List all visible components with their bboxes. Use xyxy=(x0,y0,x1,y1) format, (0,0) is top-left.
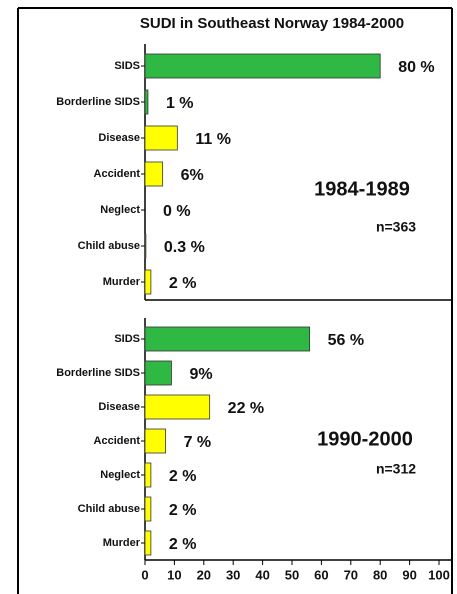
category-label: Accident xyxy=(94,168,141,180)
bar xyxy=(144,428,166,454)
bar xyxy=(144,233,147,259)
bar xyxy=(144,462,152,488)
category-label: Disease xyxy=(98,401,140,413)
value-label: 7 % xyxy=(184,434,212,451)
x-tick-label: 70 xyxy=(344,567,358,582)
value-label: 11 % xyxy=(195,131,231,148)
x-tick-label: 60 xyxy=(314,567,328,582)
x-tick-label: 100 xyxy=(428,567,450,582)
x-tick-label: 40 xyxy=(255,567,269,582)
bar xyxy=(144,125,178,151)
category-label: Child abuse xyxy=(78,240,140,252)
value-label: 9% xyxy=(189,366,212,383)
bar xyxy=(144,394,211,420)
x-tick-label: 90 xyxy=(402,567,416,582)
category-label: Disease xyxy=(98,132,140,144)
value-label: 56 % xyxy=(328,332,364,349)
annotation: n=312 xyxy=(376,461,416,477)
x-tick-label: 20 xyxy=(197,567,211,582)
category-label: Neglect xyxy=(100,204,140,216)
value-label: 22 % xyxy=(228,400,264,417)
category-label: Murder xyxy=(103,537,141,549)
value-label: 80 % xyxy=(398,59,434,76)
x-tick-label: 0 xyxy=(141,567,148,582)
value-label: 2 % xyxy=(169,536,197,553)
value-label: 6% xyxy=(181,167,204,184)
annotation: 1990-2000 xyxy=(317,428,413,450)
category-label: Accident xyxy=(94,435,141,447)
bar xyxy=(144,326,311,352)
bar xyxy=(144,89,149,115)
bar xyxy=(144,53,381,79)
value-label: 1 % xyxy=(166,95,194,112)
category-label: Child abuse xyxy=(78,503,140,515)
bar xyxy=(144,360,172,386)
annotation: 1984-1989 xyxy=(314,178,410,200)
x-tick-label: 50 xyxy=(285,567,299,582)
category-label: Murder xyxy=(103,276,141,288)
annotation: n=363 xyxy=(376,219,416,235)
value-label: 0 % xyxy=(163,203,191,220)
x-tick-label: 80 xyxy=(373,567,387,582)
x-tick-label: 10 xyxy=(167,567,181,582)
value-label: 2 % xyxy=(169,468,197,485)
value-label: 2 % xyxy=(169,275,197,292)
category-label: Borderline SIDS xyxy=(56,96,140,108)
bar xyxy=(144,161,164,187)
bar xyxy=(144,496,152,522)
category-label: Borderline SIDS xyxy=(56,367,140,379)
x-tick-label: 30 xyxy=(226,567,240,582)
value-label: 0.3 % xyxy=(164,239,205,256)
bar xyxy=(144,269,152,295)
category-label: Neglect xyxy=(100,469,140,481)
category-label: SIDS xyxy=(114,333,140,345)
bar xyxy=(144,530,152,556)
category-label: SIDS xyxy=(114,60,140,72)
chart-title: SUDI in Southeast Norway 1984-2000 xyxy=(140,15,404,32)
value-label: 2 % xyxy=(169,502,197,519)
